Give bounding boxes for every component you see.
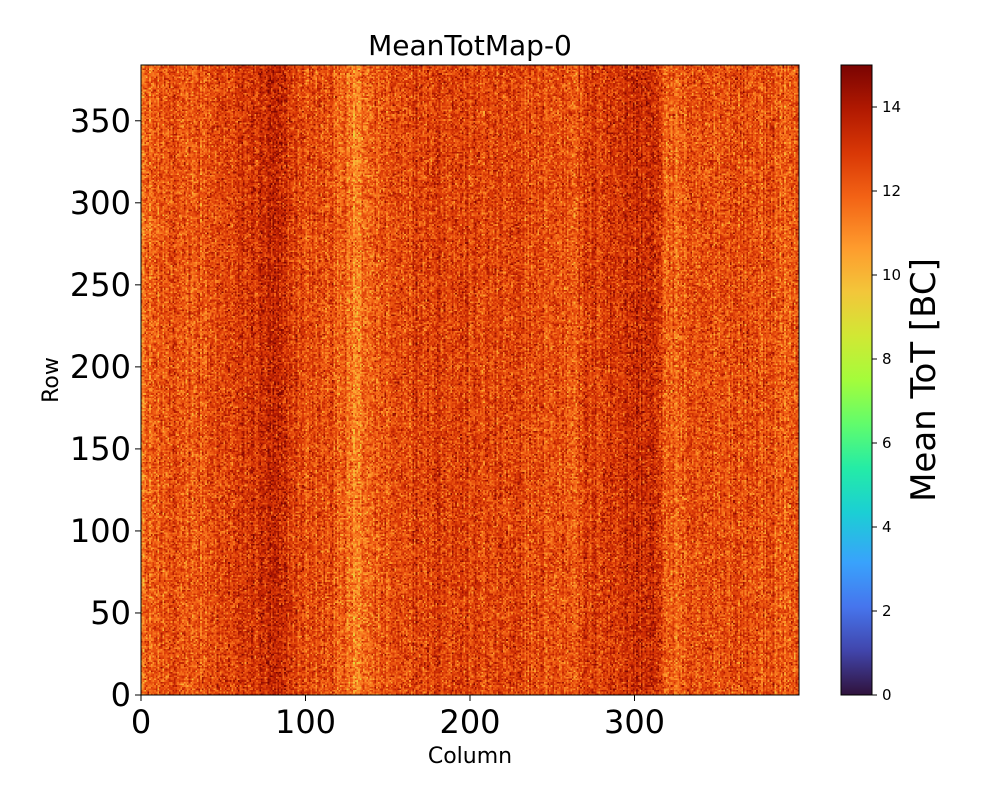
colorbar: 0 2 4 6 8 10 12 14 <box>840 64 901 704</box>
y-tick-label: 50 <box>90 594 131 632</box>
y-tick-label: 350 <box>70 102 131 140</box>
colorbar-tick-label: 8 <box>882 350 892 368</box>
y-tick-label: 150 <box>70 430 131 468</box>
y-tick-label: 250 <box>70 266 131 304</box>
x-tick-label: 300 <box>604 703 665 741</box>
x-tick-label: 0 <box>131 703 151 741</box>
y-tick-label: 100 <box>70 512 131 550</box>
colorbar-tick-label: 12 <box>882 182 901 200</box>
colorbar-gradient <box>840 64 873 696</box>
y-tick-label: 200 <box>70 348 131 386</box>
colorbar-tick-label: 2 <box>882 602 892 620</box>
chart-title: MeanTotMap-0 <box>368 29 572 62</box>
colorbar-tick-label: 4 <box>882 518 892 536</box>
heatmap-cells <box>141 65 799 695</box>
colorbar-tick-label: 0 <box>882 686 892 704</box>
colorbar-tick-label: 6 <box>882 434 892 452</box>
y-axis-label: Row <box>39 357 64 403</box>
x-axis-label: Column <box>428 744 512 769</box>
y-tick-label: 0 <box>111 676 131 714</box>
colorbar-label: Mean ToT [BC] <box>904 258 944 502</box>
colorbar-tick-label: 14 <box>882 98 901 116</box>
x-tick-label: 200 <box>439 703 500 741</box>
colorbar-tick-label: 10 <box>882 266 901 284</box>
heatmap-plot-area <box>141 65 799 695</box>
y-tick-label: 300 <box>70 184 131 222</box>
x-tick-label: 100 <box>275 703 336 741</box>
heatmap-axes: 0 100 200 300 0 50 100 150 200 250 300 350 <box>70 64 800 741</box>
